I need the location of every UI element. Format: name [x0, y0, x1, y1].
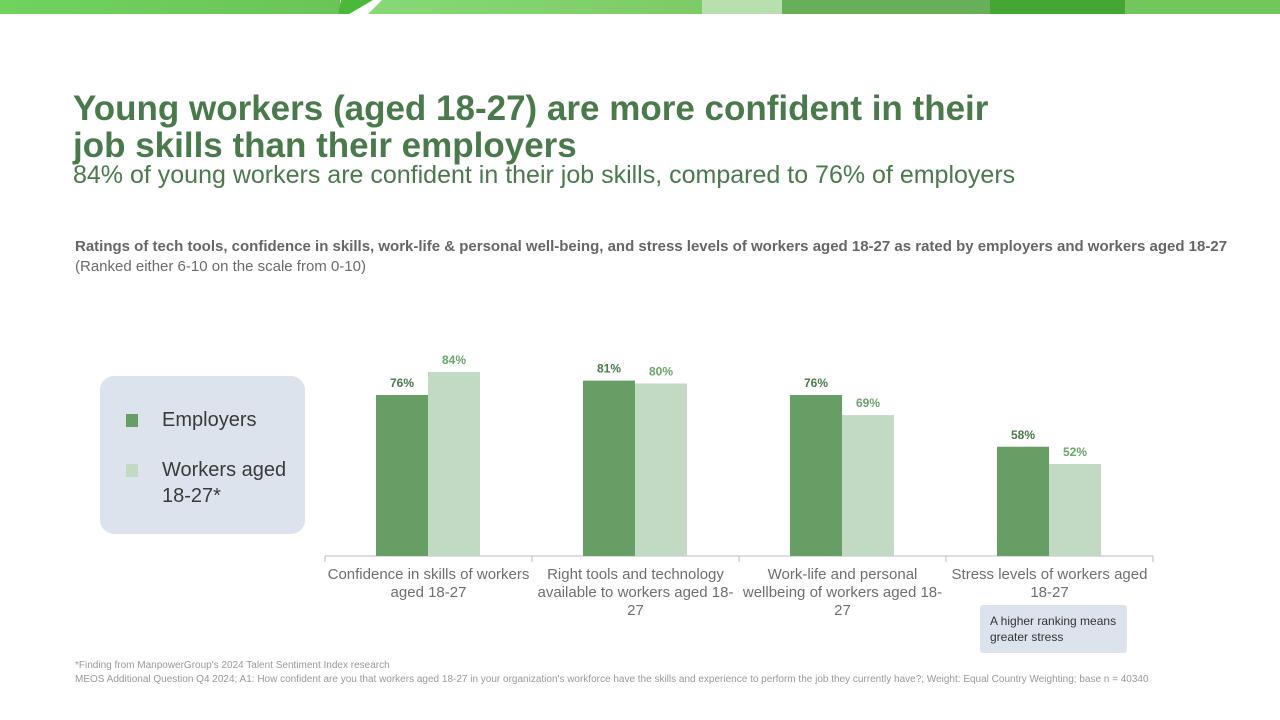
data-label: 58% — [1011, 428, 1035, 442]
bar-workers — [635, 383, 687, 556]
category-label: Stress levels of workers aged 18-27 — [951, 566, 1148, 601]
data-label: 52% — [1063, 445, 1087, 459]
bar-employers — [583, 380, 635, 556]
legend-swatch-workers — [126, 464, 138, 477]
data-label: 76% — [390, 376, 414, 390]
legend-label: Workers aged 18-27* — [162, 459, 287, 507]
legend-workers: Workers aged 18-27* — [126, 457, 296, 509]
legend-label: Employers — [162, 409, 257, 431]
bar-workers — [1049, 464, 1101, 556]
data-label: 81% — [597, 362, 621, 376]
bar-workers — [428, 372, 480, 556]
bar-employers — [790, 395, 842, 556]
footnote-2: MEOS Additional Question Q4 2024; A1: Ho… — [75, 674, 1149, 685]
legend-swatch-employers — [126, 414, 138, 427]
bar-employers — [997, 446, 1049, 556]
data-label: 76% — [804, 376, 828, 390]
category-label: Right tools and technology available to … — [537, 566, 734, 619]
chart-title-note: (Ranked either 6-10 on the scale from 0-… — [75, 258, 366, 275]
legend-employers: Employers — [126, 407, 256, 433]
data-label: 80% — [649, 365, 673, 379]
footnote-1: *Finding from ManpowerGroup's 2024 Talen… — [75, 660, 390, 671]
category-label: Confidence in skills of workers aged 18-… — [327, 566, 530, 601]
legend: Employers Workers aged 18-27* — [100, 376, 305, 534]
category-label: Work-life and personal wellbeing of work… — [742, 566, 943, 619]
chart-title-bold: Ratings of tech tools, confidence in ski… — [75, 238, 1228, 255]
bar-workers — [842, 415, 894, 556]
page-title: Young workers (aged 18-27) are more conf… — [73, 89, 989, 165]
page-subtitle: 84% of young workers are confident in th… — [73, 161, 1016, 189]
chart-title: Ratings of tech tools, confidence in ski… — [75, 237, 1280, 277]
data-label: 84% — [442, 353, 466, 367]
data-label: 69% — [856, 396, 880, 410]
stress-note: A higher ranking means greater stress — [980, 605, 1127, 653]
bar-employers — [376, 395, 428, 556]
